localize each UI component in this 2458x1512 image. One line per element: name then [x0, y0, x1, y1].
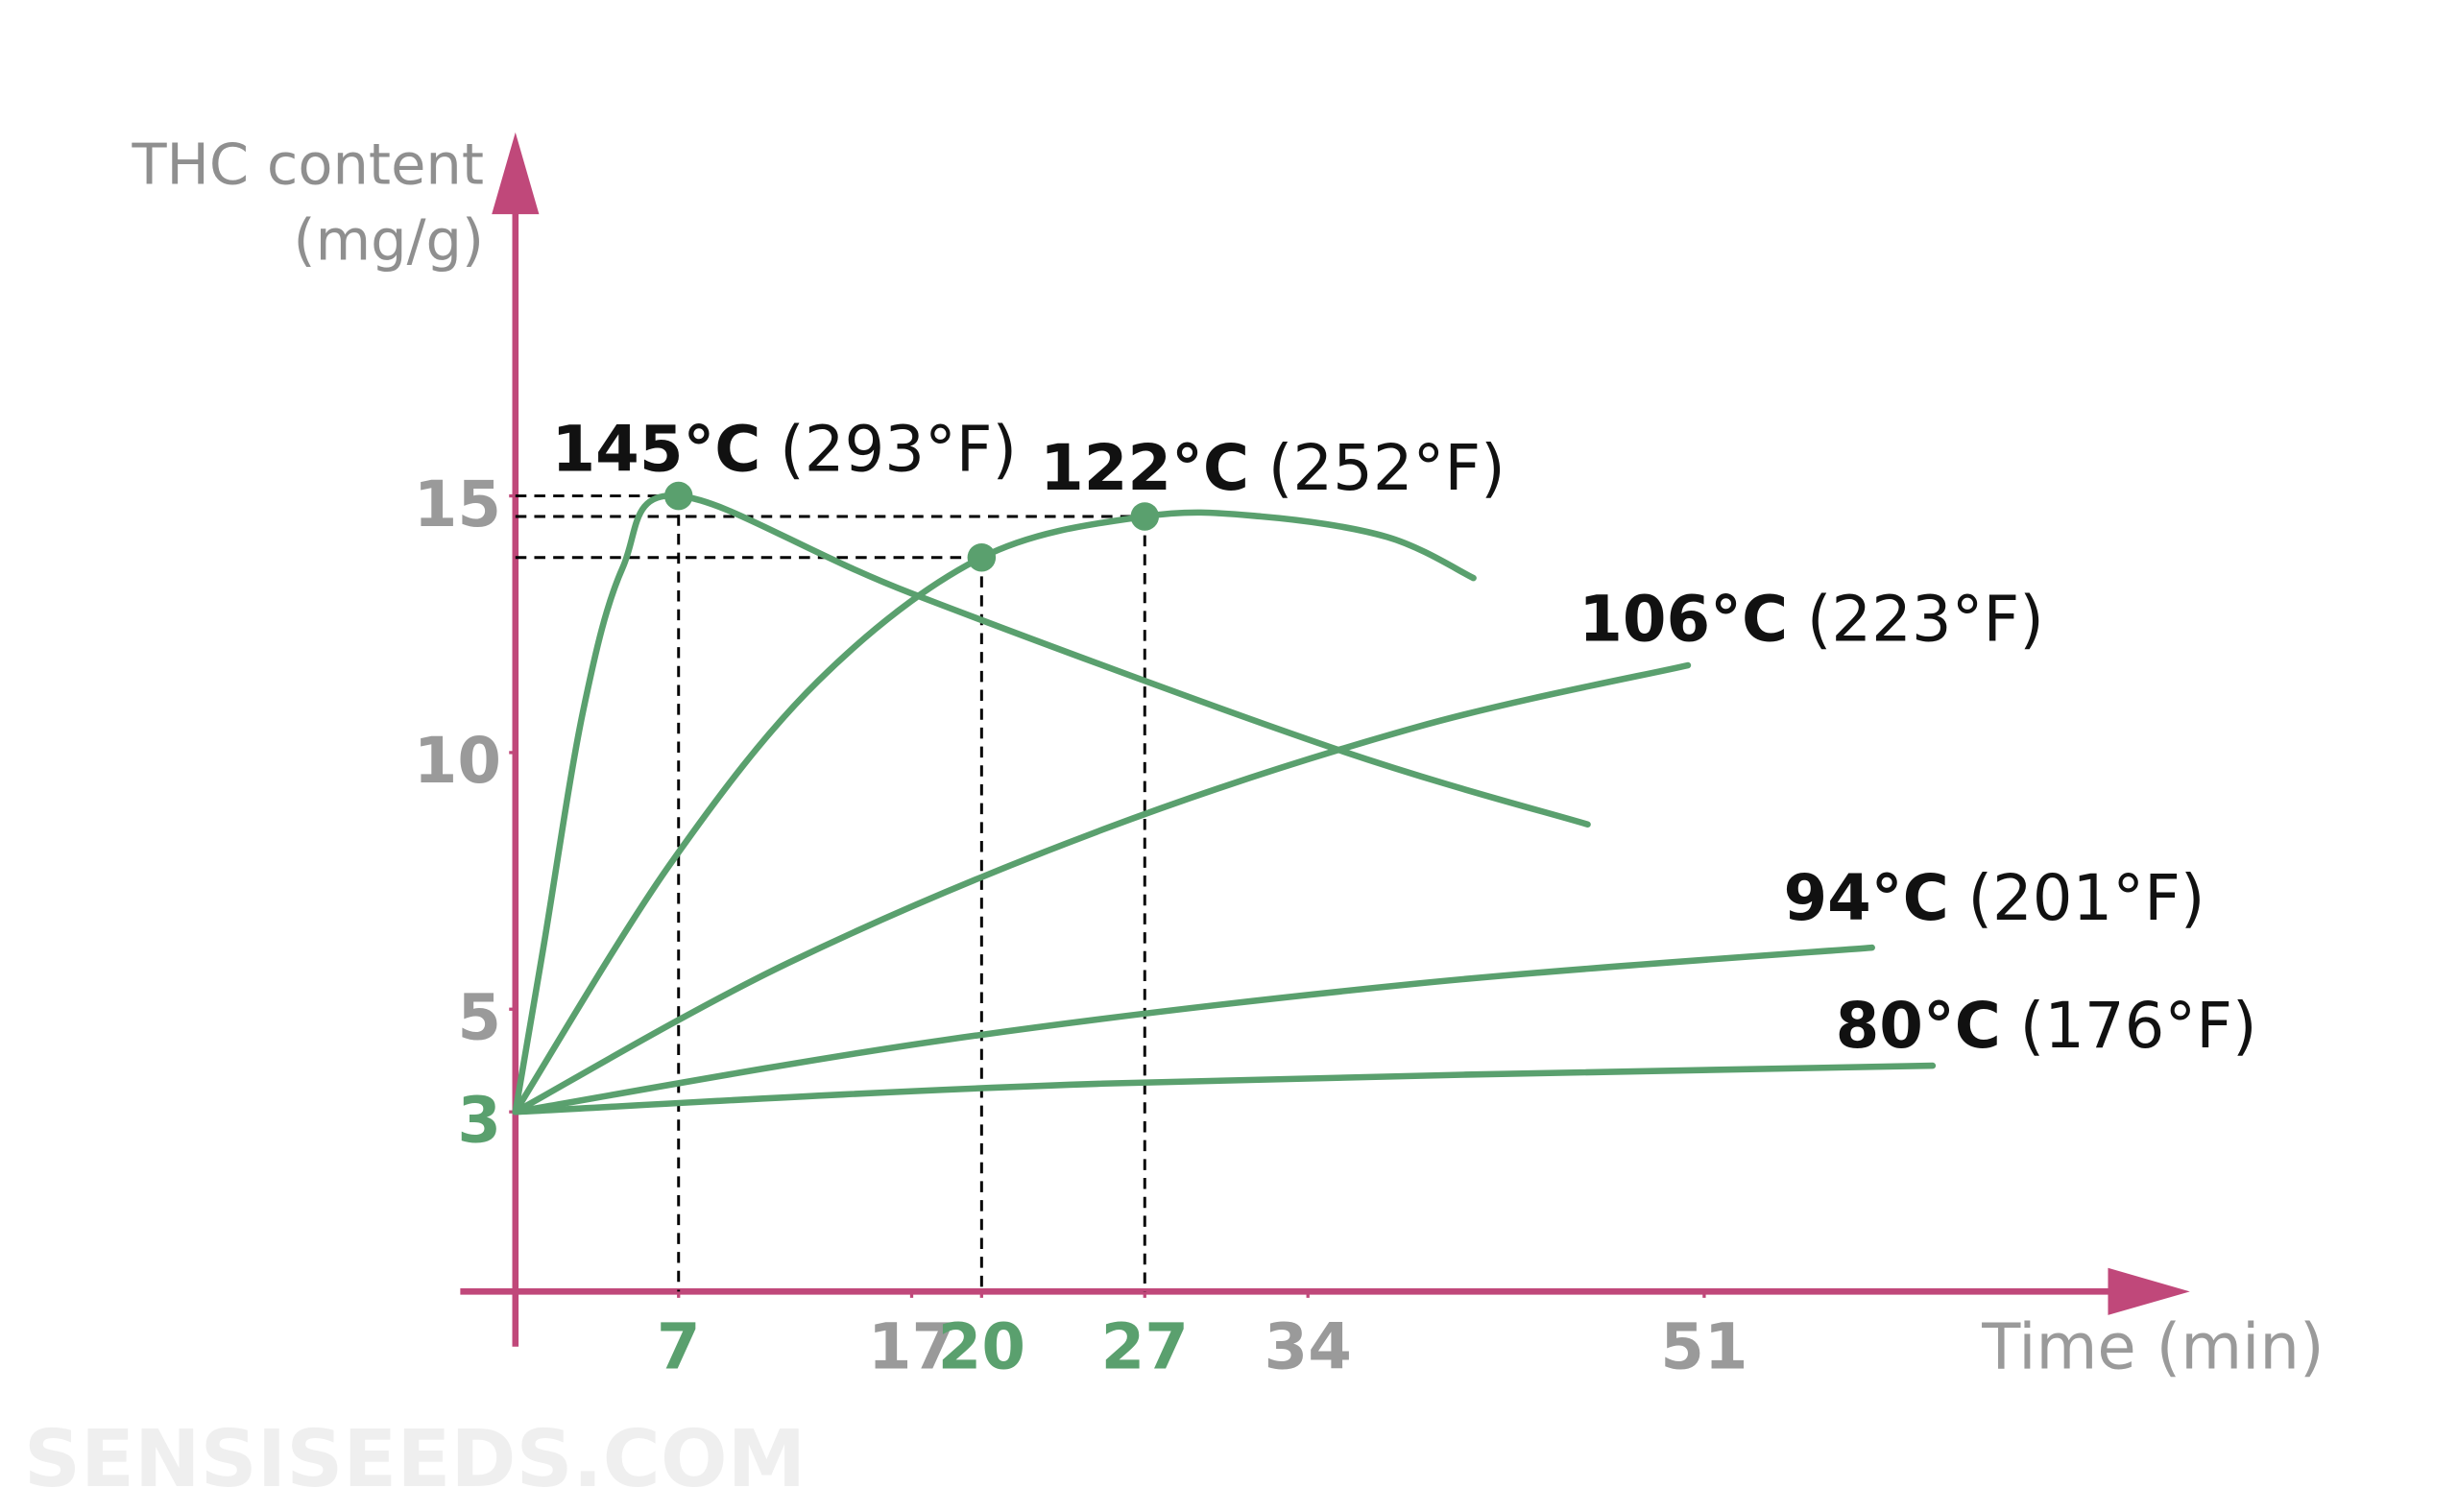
peak-marker	[967, 542, 997, 572]
series-fahrenheit: (293°F)	[780, 414, 1017, 487]
x-tick-label: 27	[1101, 1311, 1189, 1384]
series-name: 106°C	[1578, 584, 1788, 657]
x-tick-label: 51	[1660, 1311, 1747, 1384]
series-line	[512, 944, 1875, 1116]
series-line	[512, 661, 1692, 1116]
series-label: 145°C (293°F)	[552, 414, 1018, 487]
series-fahrenheit: (201°F)	[1967, 862, 2205, 935]
series-line	[512, 509, 1477, 1116]
series-name: 122°C	[1040, 432, 1249, 505]
series-label: 122°C (252°F)	[1040, 432, 1506, 505]
series-name: 80°C	[1836, 990, 2001, 1063]
y-tick-label: 10	[414, 725, 501, 798]
series-fahrenheit: (176°F)	[2020, 990, 2257, 1063]
y-axis-arrow	[492, 132, 540, 215]
x-tick-label: 17	[868, 1311, 955, 1384]
series-line	[512, 1062, 1937, 1116]
x-axis-title: Time (min)	[1981, 1311, 2324, 1384]
peak-marker	[663, 481, 693, 511]
series-label: 106°C (223°F)	[1578, 584, 2044, 657]
x-tick-label: 7	[657, 1311, 701, 1384]
y-tick-label: 3	[457, 1084, 501, 1157]
x-axis-arrow	[2108, 1267, 2190, 1315]
y-axis-title: THC content	[131, 132, 484, 198]
peak-marker	[1130, 502, 1160, 531]
y-tick-label: 5	[457, 981, 501, 1054]
series-name: 145°C	[552, 414, 761, 487]
y-axis-title: (mg/g)	[294, 206, 484, 273]
y-tick-label: 15	[414, 468, 501, 541]
series-label: 94°C (201°F)	[1784, 862, 2205, 935]
x-tick-label: 34	[1265, 1311, 1352, 1384]
series-fahrenheit: (223°F)	[1807, 584, 2044, 657]
series-fahrenheit: (252°F)	[1268, 432, 1506, 505]
series-label: 80°C (176°F)	[1836, 990, 2257, 1063]
watermark: SENSISEEDS.COM	[24, 1414, 806, 1505]
x-tick-label: 20	[938, 1311, 1025, 1384]
series-name: 94°C	[1784, 862, 1949, 935]
